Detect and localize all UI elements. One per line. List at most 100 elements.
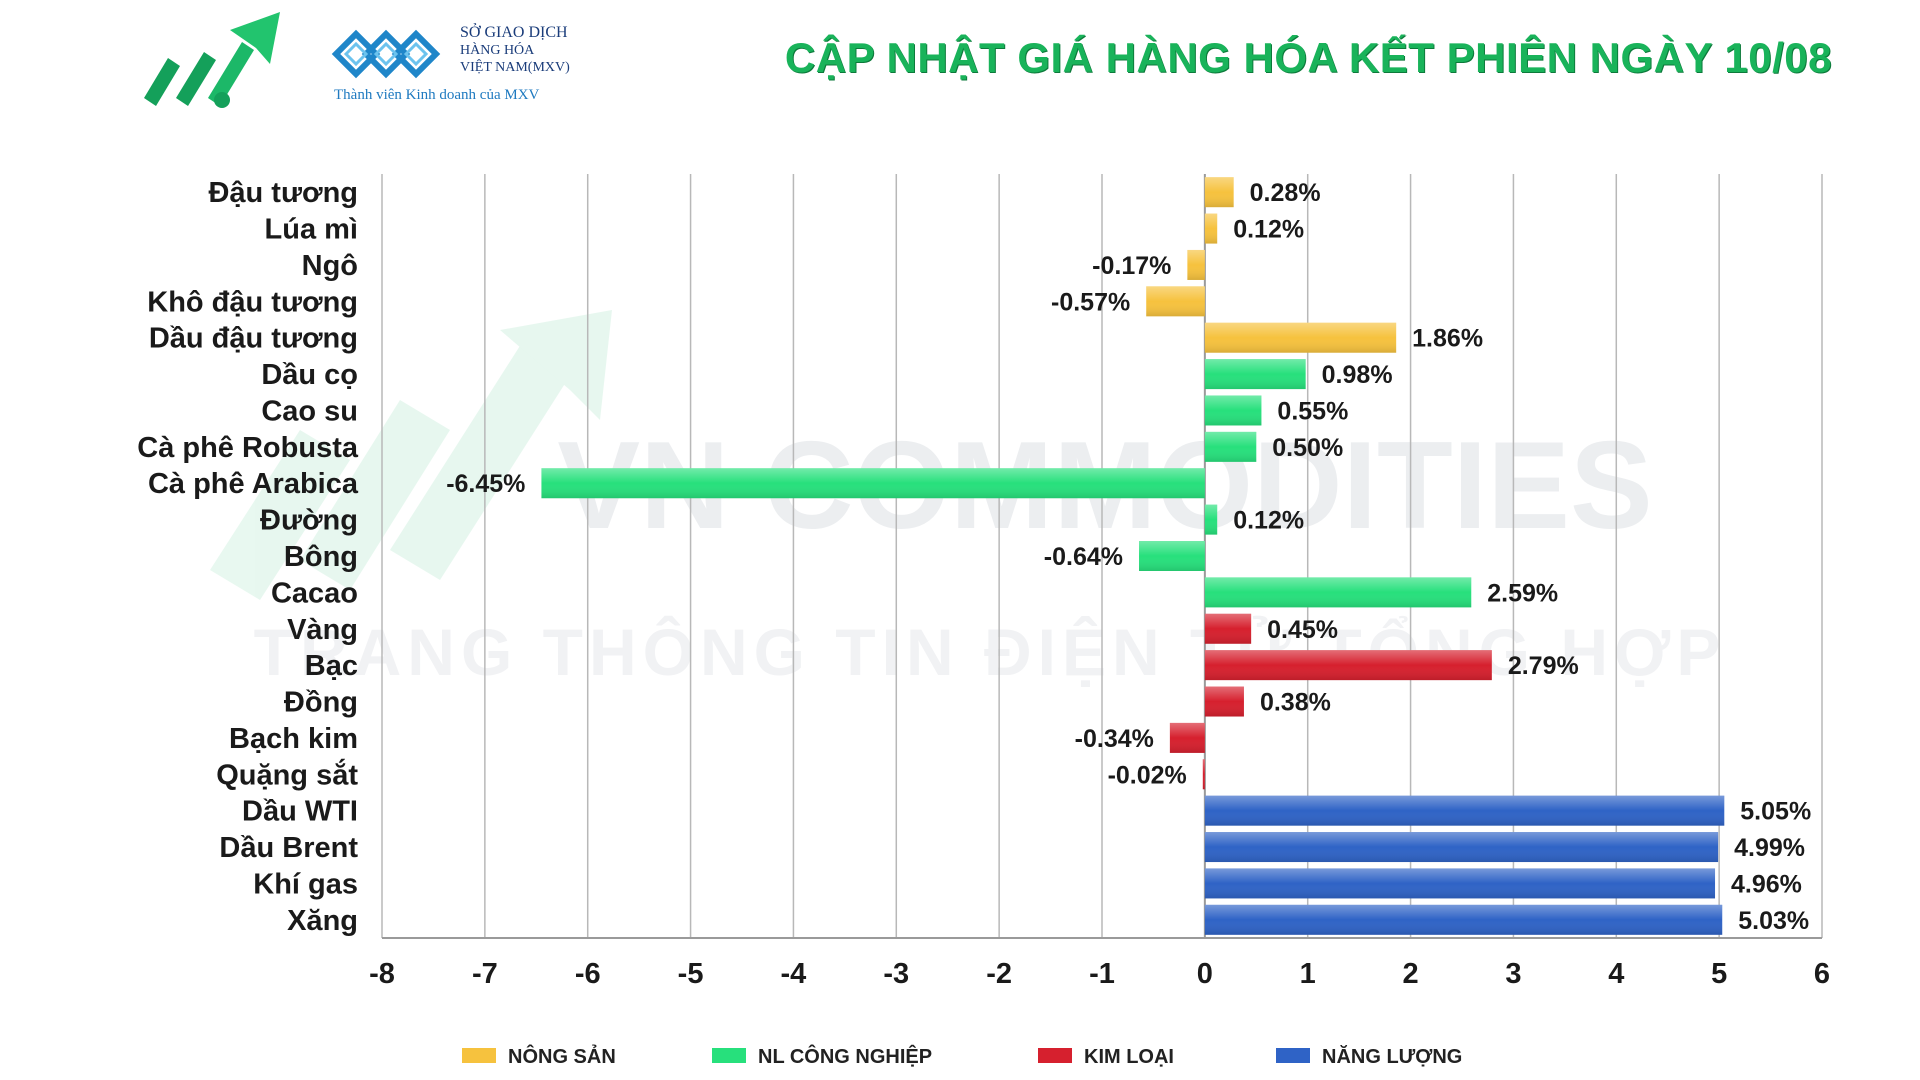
category-label: Dầu WTI <box>242 796 358 828</box>
mxv-name: SỞ GIAO DỊCH HÀNG HÓA VIỆT NAM(MXV) <box>460 24 570 76</box>
company-logo-icon <box>144 12 280 108</box>
value-label: 0.98% <box>1322 361 1393 389</box>
x-tick-label: -2 <box>986 958 1012 990</box>
bar-shine <box>1169 722 1205 753</box>
x-tick-label: -4 <box>781 958 807 990</box>
value-label: 0.45% <box>1267 616 1338 644</box>
bar-shine <box>1204 868 1716 899</box>
bar-shine <box>1204 322 1397 353</box>
category-label: Bạc <box>305 650 358 682</box>
category-labels: Đậu tương Lúa mì Ngô Khô đậu tương Dầu đậu t… <box>137 177 359 937</box>
bars <box>541 177 1725 935</box>
bar-shine <box>1204 213 1218 244</box>
category-label: Dầu cọ <box>261 359 358 391</box>
page-title: CẬP NHẬT GIÁ HÀNG HÓA KẾT PHIÊN NGÀY 10/… <box>784 34 1832 81</box>
bar-shine <box>1204 577 1472 608</box>
category-label: Đường <box>260 505 358 537</box>
category-label: Cao su <box>261 395 358 427</box>
category-label: Cà phê Robusta <box>137 432 359 464</box>
value-label: 0.12% <box>1233 216 1304 244</box>
header: SỞ GIAO DỊCH HÀNG HÓA VIỆT NAM(MXV) Thàn… <box>0 0 1920 130</box>
legend-swatch-kim-loai <box>1038 1048 1072 1063</box>
value-label: -0.02% <box>1108 761 1187 789</box>
value-label: 5.05% <box>1740 798 1811 826</box>
x-tick-label: 5 <box>1711 958 1727 990</box>
bar-shine <box>1204 359 1306 390</box>
legend-swatch-nong-san <box>462 1048 496 1063</box>
bar-shine <box>1187 249 1205 280</box>
x-tick-label: -5 <box>678 958 704 990</box>
watermark-sub: TRANG THÔNG TIN ĐIỆN TỬ TỔNG HỢP <box>254 615 1727 689</box>
bar-shine <box>541 468 1205 499</box>
category-label: Bông <box>284 541 358 573</box>
category-label: Cà phê Arabica <box>148 468 359 500</box>
x-tick-label: 3 <box>1505 958 1521 990</box>
mxv-line3: VIỆT NAM(MXV) <box>460 60 570 75</box>
category-label: Đậu tương <box>208 177 358 209</box>
x-axis-ticks: -8 -7 -6 -5 -4 -3 -2 -1 0 1 2 3 4 5 6 <box>369 958 1830 990</box>
legend-swatch-nang-luong <box>1276 1048 1310 1063</box>
legend-label: NL CÔNG NGHIỆP <box>758 1044 932 1068</box>
category-label: Xăng <box>287 905 358 937</box>
category-label: Cacao <box>271 577 358 609</box>
x-tick-label: -7 <box>472 958 498 990</box>
value-label: -0.64% <box>1044 543 1123 571</box>
x-tick-label: 2 <box>1403 958 1419 990</box>
category-label: Khí gas <box>253 868 358 900</box>
bar-shine <box>1204 504 1218 535</box>
x-tick-label: 1 <box>1300 958 1316 990</box>
grid <box>381 174 1823 939</box>
x-tick-label: 6 <box>1814 958 1830 990</box>
category-label: Quặng sắt <box>216 757 358 791</box>
bar-shine <box>1204 177 1234 208</box>
x-tick-label: -3 <box>883 958 909 990</box>
mxv-line1: SỞ GIAO DỊCH <box>460 24 568 41</box>
value-label: 2.79% <box>1508 652 1579 680</box>
legend-label: NĂNG LƯỢNG <box>1322 1045 1462 1068</box>
value-label: 1.86% <box>1412 325 1483 353</box>
category-label: Vàng <box>287 614 358 646</box>
bar-shine <box>1204 686 1244 717</box>
bar-shine <box>1146 286 1205 317</box>
value-label: 5.03% <box>1738 907 1809 935</box>
value-label: -0.57% <box>1051 288 1130 316</box>
bar-shine <box>1204 795 1725 826</box>
bar-shine <box>1204 431 1257 462</box>
x-tick-label: -8 <box>369 958 395 990</box>
value-label: 0.50% <box>1272 434 1343 462</box>
legend-label: KIM LOẠI <box>1084 1046 1174 1068</box>
value-label: -6.45% <box>446 470 525 498</box>
value-label: -0.34% <box>1075 725 1154 753</box>
value-label: 0.12% <box>1233 507 1304 535</box>
bar-shine <box>1204 832 1719 863</box>
value-label: -0.17% <box>1092 252 1171 280</box>
category-label: Đồng <box>284 687 358 719</box>
value-label: 0.28% <box>1250 179 1321 207</box>
mxv-logo-icon <box>331 29 441 79</box>
watermark: VN COMMODITIES TRANG THÔNG TIN ĐIỆN TỬ T… <box>210 310 1727 689</box>
bar-shine <box>1204 650 1492 681</box>
bar-shine <box>1204 395 1262 426</box>
value-label: 0.55% <box>1277 397 1348 425</box>
x-tick-label: -1 <box>1089 958 1115 990</box>
value-label: 4.96% <box>1731 870 1802 898</box>
value-label: 0.38% <box>1260 689 1331 717</box>
bar-shine <box>1139 541 1205 571</box>
legend: NÔNG SẢN NL CÔNG NGHIỆP KIM LOẠI NĂNG LƯỢNG <box>462 1044 1462 1068</box>
legend-swatch-nl-cong-nghiep <box>712 1048 746 1063</box>
mxv-member-text: Thành viên Kinh doanh của MXV <box>334 87 540 103</box>
category-label: Khô đậu tương <box>147 286 358 318</box>
category-label: Ngô <box>302 250 358 282</box>
x-tick-label: 4 <box>1608 958 1624 990</box>
bar-shine <box>1204 613 1252 644</box>
value-label: 4.99% <box>1734 834 1805 862</box>
legend-label: NÔNG SẢN <box>508 1044 616 1068</box>
bar-shine <box>1204 904 1723 935</box>
x-tick-label: -6 <box>575 958 601 990</box>
x-tick-label: 0 <box>1197 958 1213 990</box>
value-labels: 0.28% 0.12% -0.17% -0.57% 1.86% 0.98% 0.55% 0.5… <box>446 179 1811 935</box>
category-label: Lúa mì <box>265 214 358 246</box>
bar-shine <box>1202 759 1205 790</box>
value-label: 2.59% <box>1487 579 1558 607</box>
